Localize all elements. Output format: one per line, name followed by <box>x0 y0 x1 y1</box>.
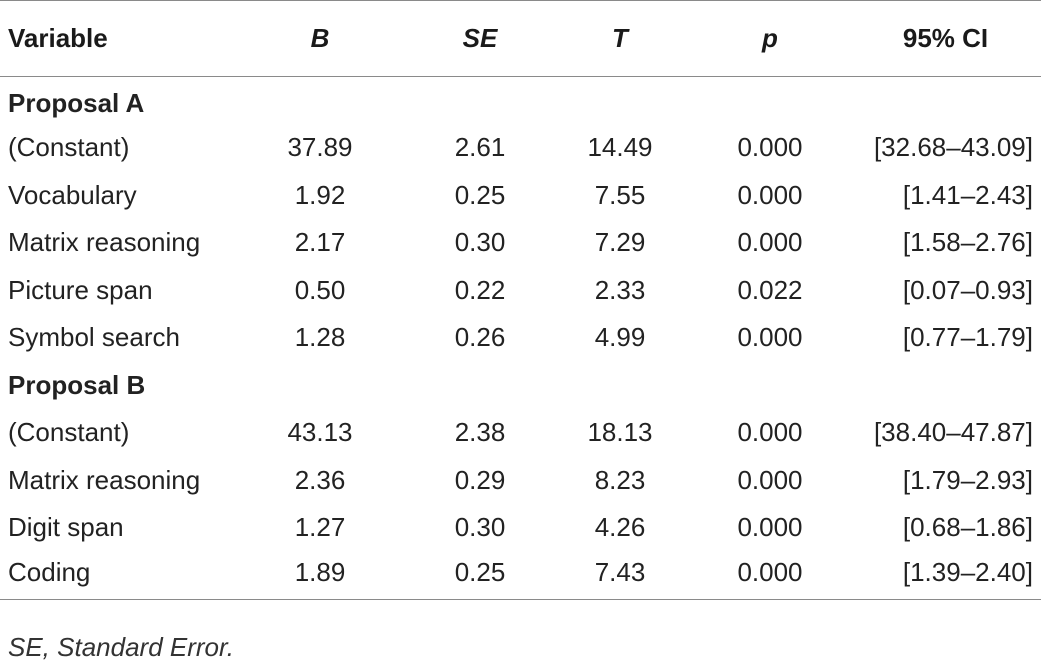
table-row: (Constant) 37.89 2.61 14.49 0.000 [32.68–43.0… <box>0 124 1041 172</box>
table-body: Proposal A (Constant) 37.89 2.61 14.49 0.000[… <box>0 77 1041 600</box>
cell-variable: Matrix reasoning <box>8 227 201 258</box>
cell-p: 0.022 <box>737 274 803 305</box>
table-row: Digit span 1.27 0.30 4.26 0.000 [0.68–1.86] <box>0 504 1041 552</box>
cell-se: 0.26 <box>454 322 506 353</box>
cell-ci: [38.40–47.87] <box>873 417 1033 448</box>
cell-b: 1.28 <box>294 322 346 353</box>
cell-ci: [0.77–1.79] <box>902 322 1033 353</box>
table-row: Vocabulary 1.92 0.25 7.55 0.000 [1.41–2.43] <box>0 172 1041 220</box>
cell-variable: Vocabulary <box>8 179 137 210</box>
cell-t: 14.49 <box>587 132 653 163</box>
cell-se: 0.30 <box>454 512 506 543</box>
cell-se: 2.38 <box>454 417 506 448</box>
cell-ci: [1.58–2.76] <box>902 227 1033 258</box>
cell-p: 0.000 <box>737 512 803 543</box>
cell-t: 18.13 <box>587 417 653 448</box>
cell-b: 0.50 <box>294 274 346 305</box>
cell-variable: (Constant) <box>8 132 130 163</box>
header-variable: Variable <box>0 0 230 77</box>
cell-ci: [1.79–2.93] <box>902 464 1033 495</box>
header-t: T <box>550 0 690 77</box>
cell-p: 0.000 <box>737 322 803 353</box>
header-b: B <box>230 0 410 77</box>
cell-t: 4.26 <box>594 512 646 543</box>
cell-se: 0.22 <box>454 274 506 305</box>
cell-variable: (Constant) <box>8 417 130 448</box>
table-row: Matrix reasoning 2.36 0.29 8.23 0.000 [1.79–2… <box>0 457 1041 505</box>
cell-p: 0.000 <box>737 417 803 448</box>
header-p: p <box>690 0 850 77</box>
section-title: Proposal A <box>8 88 145 118</box>
cell-se: 0.25 <box>410 551 550 600</box>
table-row: Picture span 0.50 0.22 2.33 0.022 [0.07–0.93] <box>0 267 1041 315</box>
cell-variable: Matrix reasoning <box>8 464 201 495</box>
regression-table: Variable B SE T p 95% CI Proposal A (Cons… <box>0 0 1041 600</box>
cell-p: 0.000 <box>737 464 803 495</box>
cell-variable: Coding <box>0 551 230 600</box>
cell-variable: Digit span <box>8 512 124 543</box>
cell-b: 2.36 <box>294 464 346 495</box>
cell-b: 43.13 <box>287 417 353 448</box>
cell-se: 0.29 <box>454 464 506 495</box>
table-row: Symbol search 1.28 0.26 4.99 0.000 [0.77–1.79… <box>0 314 1041 362</box>
cell-se: 0.25 <box>454 179 506 210</box>
table-footnote: SE, Standard Error. <box>8 632 234 662</box>
cell-b: 1.89 <box>230 551 410 600</box>
cell-ci: [0.68–1.86] <box>902 512 1033 543</box>
cell-t: 7.43 <box>550 551 690 600</box>
cell-b: 2.17 <box>294 227 346 258</box>
cell-t: 2.33 <box>594 274 646 305</box>
cell-variable: Picture span <box>8 274 153 305</box>
cell-p: 0.000 <box>737 132 803 163</box>
cell-ci: [32.68–43.09] <box>873 132 1033 163</box>
cell-p: 0.000 <box>737 227 803 258</box>
cell-t: 7.29 <box>594 227 646 258</box>
table-header: Variable B SE T p 95% CI <box>0 0 1041 77</box>
table-row: (Constant) 43.13 2.38 18.13 0.000 [38.40–47.8… <box>0 409 1041 457</box>
header-se: SE <box>410 0 550 77</box>
cell-ci: [1.41–2.43] <box>902 179 1033 210</box>
table-row: Coding 1.89 0.25 7.43 0.000 [1.39–2.40] <box>0 551 1041 600</box>
cell-t: 7.55 <box>594 179 646 210</box>
cell-se: 2.61 <box>454 132 506 163</box>
table-row: Matrix reasoning 2.17 0.30 7.29 0.000 [1.58–2… <box>0 219 1041 267</box>
cell-b: 1.27 <box>294 512 346 543</box>
regression-table-container: Variable B SE T p 95% CI Proposal A (Cons… <box>0 0 1041 600</box>
header-ci: 95% CI <box>850 0 1041 77</box>
cell-ci: [1.39–2.40] <box>850 551 1041 600</box>
cell-t: 8.23 <box>594 464 646 495</box>
cell-t: 4.99 <box>594 322 646 353</box>
section-row: Proposal B <box>0 362 1041 410</box>
cell-p: 0.000 <box>737 179 803 210</box>
cell-se: 0.30 <box>454 227 506 258</box>
cell-ci: [0.07–0.93] <box>902 274 1033 305</box>
cell-b: 1.92 <box>294 179 346 210</box>
cell-b: 37.89 <box>287 132 353 163</box>
cell-p: 0.000 <box>690 551 850 600</box>
section-title: Proposal B <box>8 369 146 400</box>
cell-variable: Symbol search <box>8 322 180 353</box>
section-row: Proposal A <box>0 77 1041 125</box>
header-row: Variable B SE T p 95% CI <box>0 0 1041 77</box>
